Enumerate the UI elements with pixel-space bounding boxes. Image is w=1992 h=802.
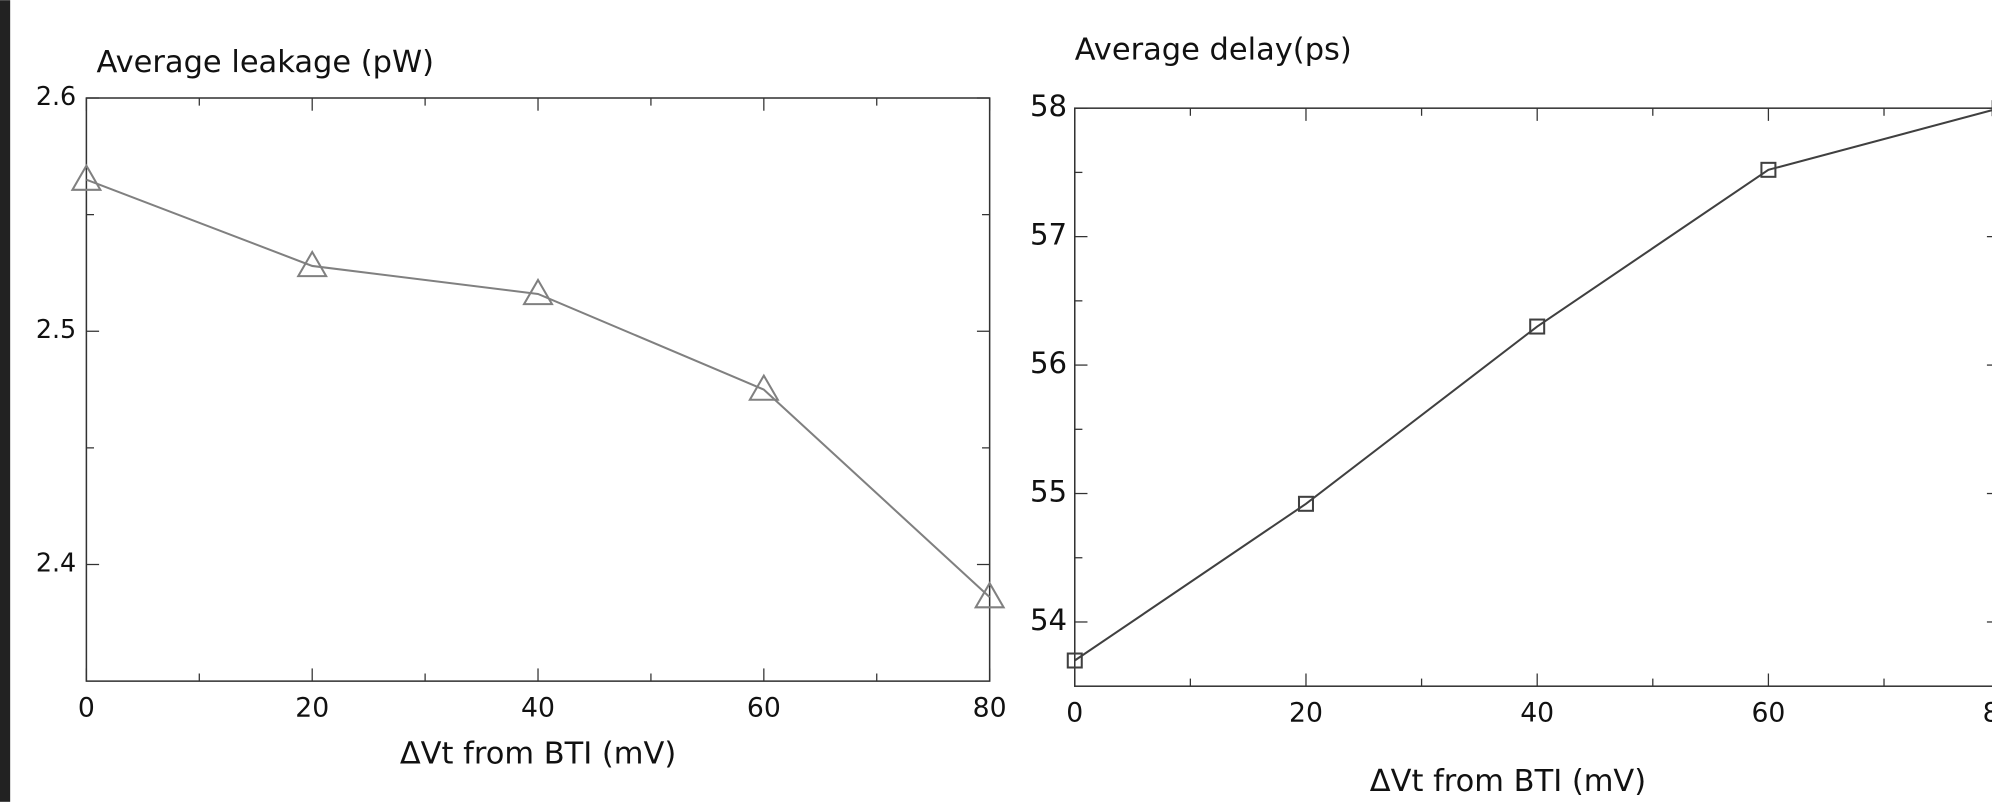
edge-strip: [0, 0, 11, 802]
marker: [1529, 318, 1546, 335]
marker: [70, 163, 103, 191]
x-tick-label: 60: [1751, 698, 1785, 729]
marker: [1297, 495, 1314, 512]
chart-title: Average delay(ps): [1075, 33, 1352, 68]
x-axis-label: ΔVt from BTI (mV): [1370, 764, 1646, 799]
marker: [1066, 652, 1083, 669]
x-tick-label: 20: [1289, 698, 1323, 729]
marker: [748, 373, 780, 401]
y-tick-label: 54: [1030, 603, 1067, 637]
marker: [296, 249, 328, 278]
marker: [522, 277, 554, 306]
plot-frame: [1074, 107, 1992, 687]
y-tick-label: 2.5: [36, 314, 76, 344]
y-tick-label: 57: [1030, 218, 1067, 252]
x-tick-label: 20: [295, 693, 329, 724]
data-line: [86, 178, 991, 598]
y-tick-label: 55: [1030, 475, 1067, 509]
y-tick-label: 58: [1030, 89, 1067, 123]
x-tick-label: 40: [521, 693, 555, 724]
y-tick-label: 2.6: [36, 81, 76, 111]
x-tick-label: 80: [1983, 698, 1992, 729]
marker: [1760, 161, 1777, 178]
x-tick-label: 40: [1520, 698, 1554, 729]
y-tick-label: 2.4: [36, 548, 76, 578]
x-tick-label: 80: [973, 693, 1007, 724]
marker: [973, 581, 1006, 609]
plot-frame: [85, 97, 991, 682]
x-tick-label: 0: [1066, 698, 1083, 729]
data-line: [1074, 109, 1992, 662]
x-tick-label: 60: [747, 693, 781, 724]
chart-title: Average leakage (pW): [97, 45, 434, 80]
y-tick-label: 56: [1030, 346, 1067, 380]
x-axis-label: ΔVt from BTI (mV): [400, 736, 676, 771]
x-tick-label: 0: [78, 693, 95, 724]
